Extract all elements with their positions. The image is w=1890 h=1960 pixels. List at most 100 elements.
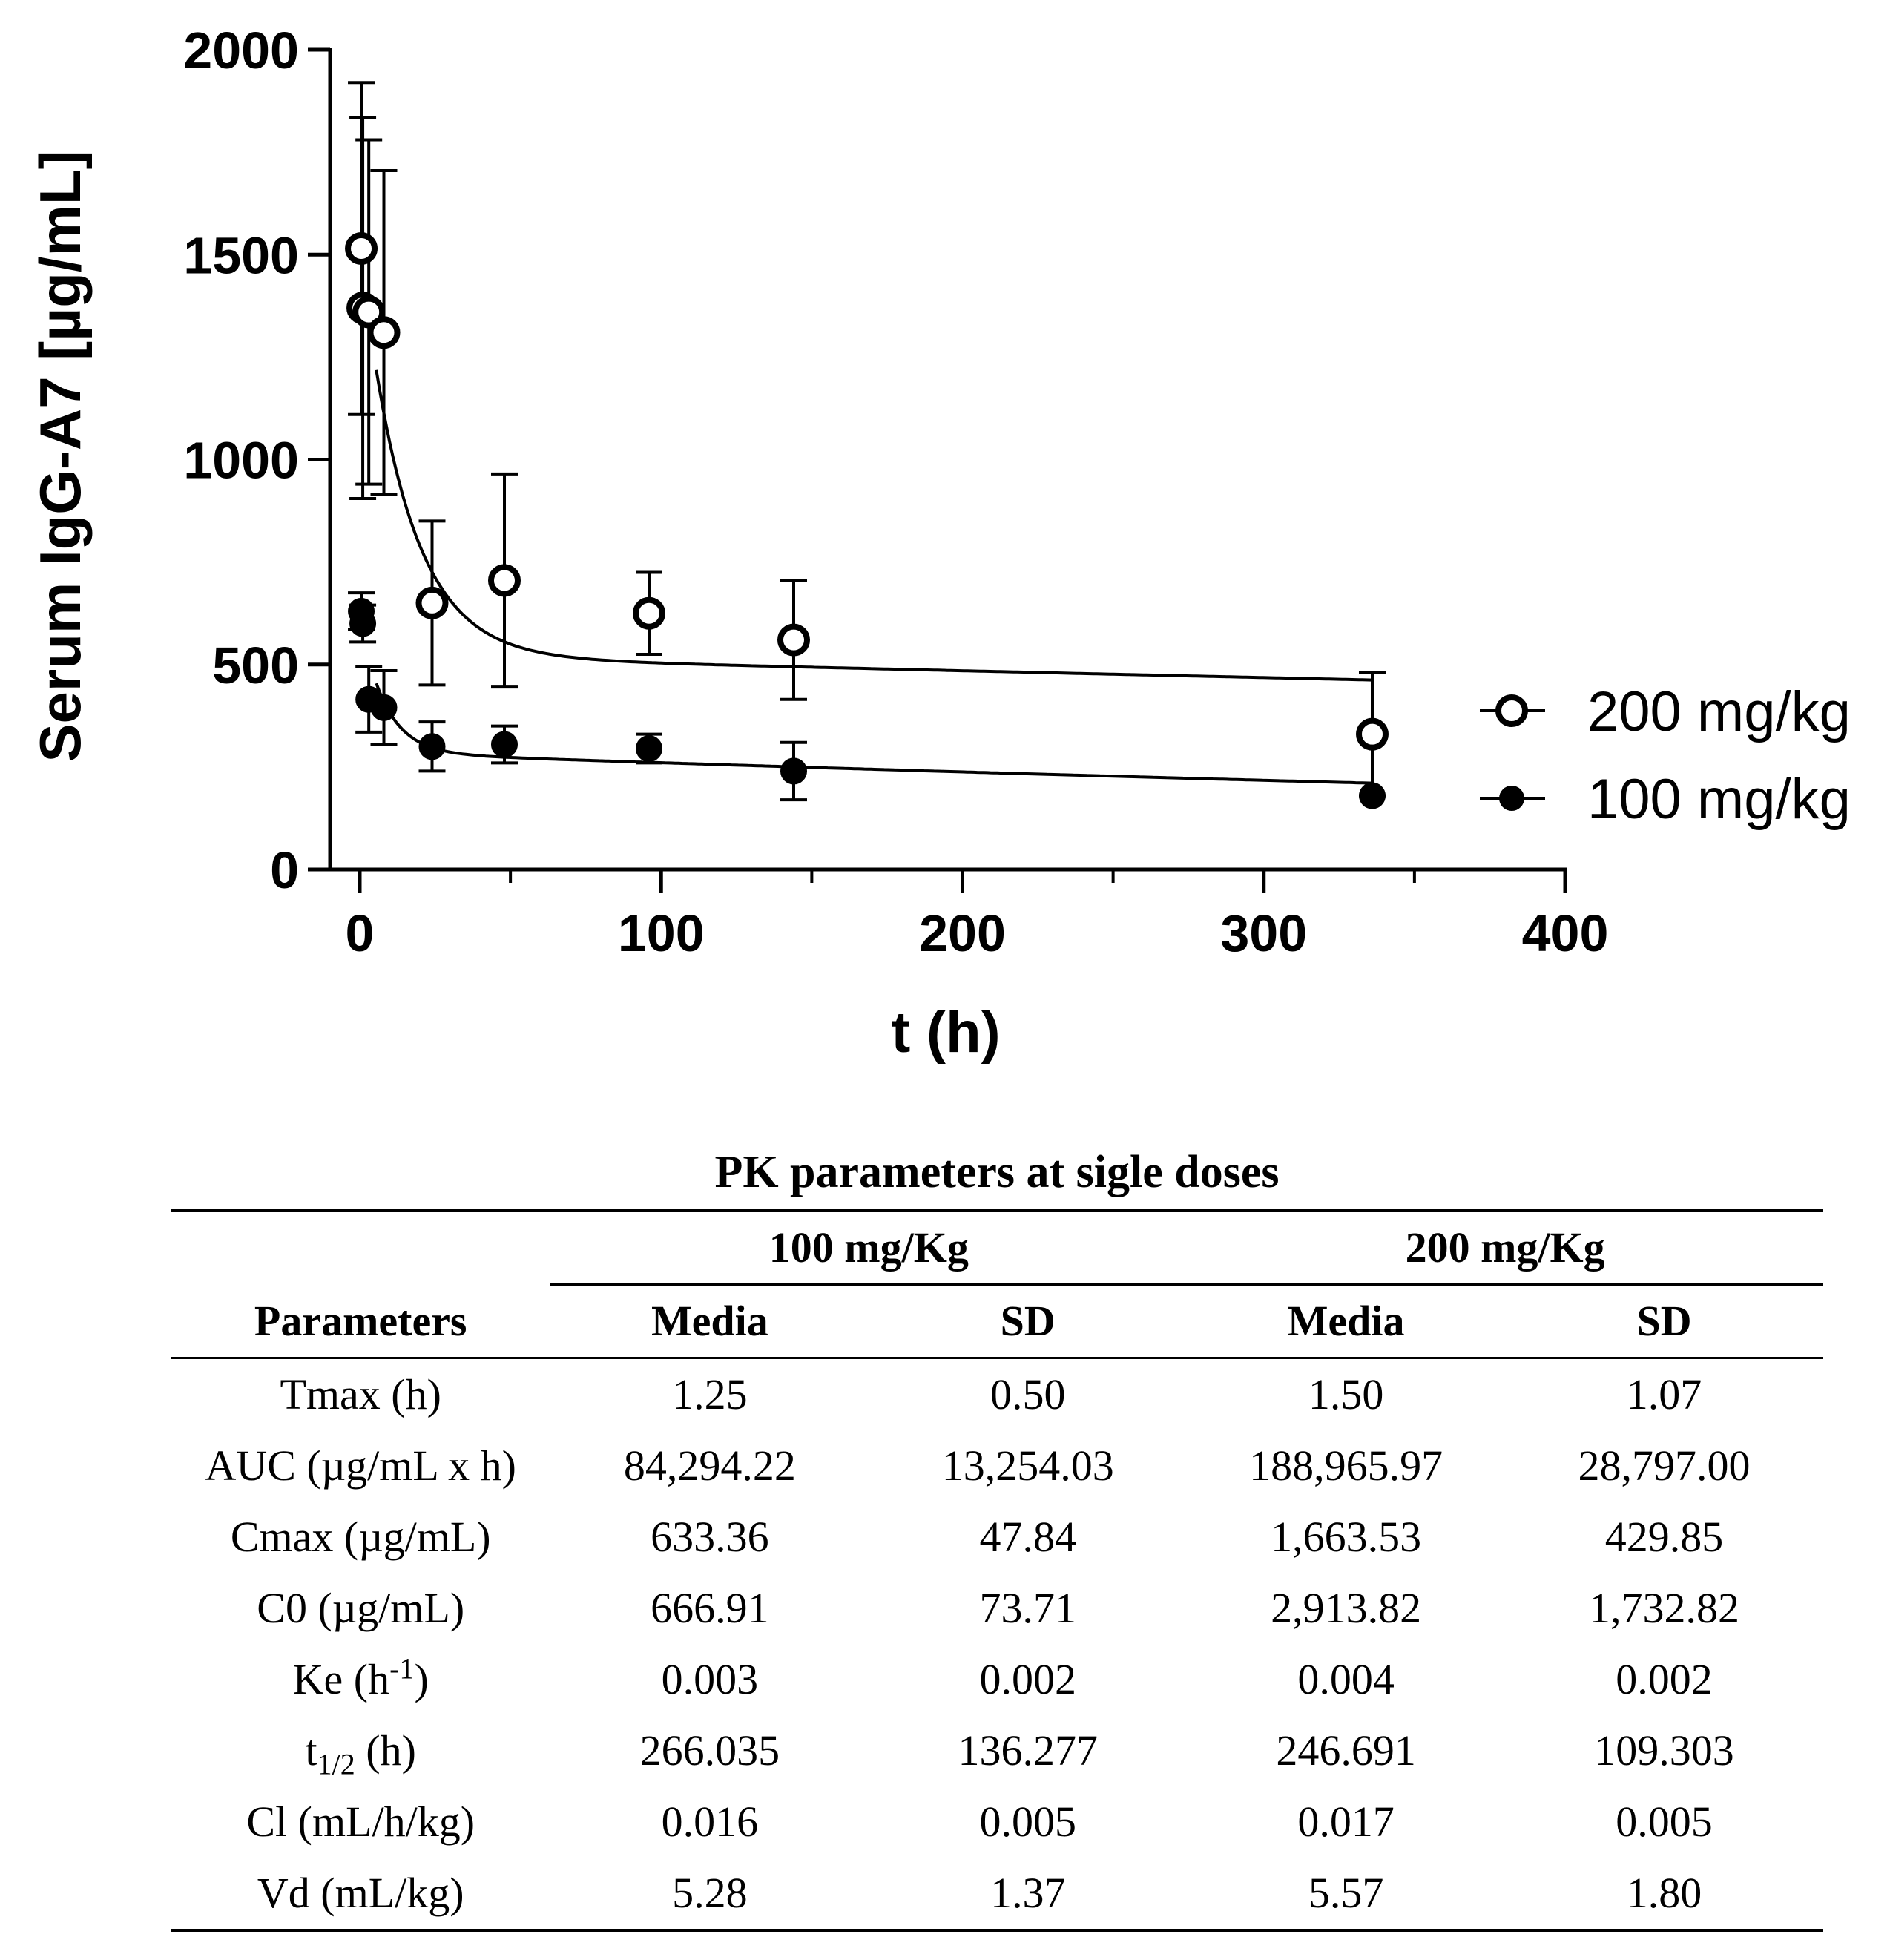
point-200mgkg <box>633 596 665 630</box>
y-tick-label: 500 <box>212 637 299 694</box>
group-header-row: 100 mg/Kg 200 mg/Kg <box>171 1209 1823 1286</box>
legend-label: 200 mg/kg <box>1587 680 1851 743</box>
y-tick-label: 1000 <box>183 432 299 490</box>
data-points <box>345 231 1389 809</box>
x-axis-title: t (h) <box>891 999 1000 1065</box>
value-cell: 73.71 <box>979 1584 1077 1633</box>
param-superscript: -1 <box>389 1651 415 1686</box>
value-cell: 1.25 <box>672 1370 748 1419</box>
error-bars <box>348 81 1386 802</box>
x-tick-label: 400 <box>1522 904 1609 962</box>
value-cell: 1.37 <box>869 1858 1188 1933</box>
point-200mgkg <box>488 564 521 597</box>
param-cell: Tmax (h) <box>280 1370 441 1419</box>
pk-parameters-table-section: PK parameters at sigle doses 100 mg/Kg 2… <box>171 1146 1823 1933</box>
col-header-media-100: Media <box>550 1284 869 1360</box>
point-200mgkg <box>777 623 810 657</box>
value-cell: 666.91 <box>651 1584 769 1633</box>
y-axis-title: Serum IgG-A7 [µg/mL] <box>27 151 93 763</box>
param-cell: C0 (µg/mL) <box>257 1584 465 1633</box>
y-tick-label: 0 <box>270 841 299 899</box>
table-title: PK parameters at sigle doses <box>714 1147 1280 1197</box>
param-base: Ke (h <box>292 1655 390 1704</box>
group-header-100: 100 mg/Kg <box>550 1209 1188 1286</box>
value-cell: 1.07 <box>1626 1370 1702 1419</box>
x-tick-label: 300 <box>1220 904 1307 962</box>
point-100mgkg <box>418 733 446 760</box>
empty-header-cell <box>171 1209 551 1285</box>
value-cell: 1.50 <box>1308 1370 1384 1419</box>
table-row: t1/2 (h) 266.035 136.277 246.691 109.303 <box>171 1715 1823 1786</box>
value-cell: 0.005 <box>1616 1798 1713 1846</box>
value-cell: 1,663.53 <box>1271 1513 1422 1562</box>
value-cell: 109.303 <box>1594 1726 1734 1775</box>
fit-curves <box>375 369 1373 785</box>
value-cell: 84,294.22 <box>623 1441 796 1490</box>
legend: 200 mg/kg 100 mg/kg <box>1480 680 1851 831</box>
x-tick-label: 200 <box>919 904 1006 962</box>
value-cell: 13,254.03 <box>941 1441 1114 1490</box>
param-cell: t1/2 (h) <box>171 1715 550 1786</box>
param-subscript: 1/2 <box>317 1747 355 1781</box>
value-cell: 429.85 <box>1604 1513 1724 1562</box>
fit-curve-200-mg-kg <box>375 369 1373 682</box>
param-cell: Ke (h-1) <box>171 1644 550 1715</box>
legend-label: 100 mg/kg <box>1587 768 1851 831</box>
table-row: AUC (µg/mL x h) 84,294.22 13,254.03 188,… <box>171 1430 1823 1502</box>
legend-marker-filled <box>1499 786 1524 811</box>
param-tail: ) <box>414 1655 429 1704</box>
point-100mgkg <box>491 731 518 758</box>
point-100mgkg <box>780 757 807 785</box>
value-cell: 1,732.82 <box>1589 1584 1740 1633</box>
table-row: Ke (h-1) 0.003 0.002 0.004 0.002 <box>171 1644 1823 1715</box>
value-cell: 5.28 <box>550 1858 869 1933</box>
col-header-sd-200: SD <box>1505 1284 1823 1360</box>
value-cell: 0.50 <box>990 1370 1066 1419</box>
group-header-200: 200 mg/Kg <box>1187 1209 1823 1286</box>
point-200mgkg <box>345 231 378 265</box>
fit-curve-100-mg-kg <box>375 683 1373 785</box>
value-cell: 136.277 <box>958 1726 1099 1775</box>
point-100mgkg <box>349 610 377 637</box>
y-tick-label: 1500 <box>183 226 299 284</box>
value-cell: 0.004 <box>1297 1655 1395 1704</box>
point-100mgkg <box>636 735 662 763</box>
point-200mgkg <box>367 316 401 349</box>
column-header-row: Parameters Media SD Media SD <box>171 1284 1823 1360</box>
axes: 0 500 1000 1500 2000 0 100 200 300 400 <box>183 22 1608 962</box>
value-cell: 0.002 <box>1616 1655 1713 1704</box>
value-cell: 0.003 <box>661 1655 759 1704</box>
param-cell: Vd (mL/kg) <box>171 1858 551 1933</box>
value-cell: 0.017 <box>1297 1798 1395 1846</box>
value-cell: 266.035 <box>639 1726 780 1775</box>
value-cell: 0.016 <box>661 1798 759 1846</box>
value-cell: 1.80 <box>1505 1858 1823 1933</box>
y-tick-label: 2000 <box>183 22 299 79</box>
table-row: Cl (mL/h/kg) 0.016 0.005 0.017 0.005 <box>171 1786 1823 1858</box>
param-base: t <box>305 1726 317 1775</box>
pk-parameters-table: 100 mg/Kg 200 mg/Kg Parameters Media SD … <box>171 1209 1823 1933</box>
value-cell: 2,913.82 <box>1271 1584 1422 1633</box>
value-cell: 47.84 <box>979 1513 1077 1562</box>
param-cell: AUC (µg/mL x h) <box>205 1441 516 1490</box>
value-cell: 246.691 <box>1276 1726 1416 1775</box>
point-200mgkg <box>1356 717 1389 751</box>
point-100mgkg <box>1359 782 1386 809</box>
table-row: C0 (µg/mL) 666.91 73.71 2,913.82 1,732.8… <box>171 1573 1823 1644</box>
table-row: Vd (mL/kg) 5.28 1.37 5.57 1.80 <box>171 1858 1823 1933</box>
value-cell: 188,965.97 <box>1249 1441 1443 1490</box>
value-cell: 0.002 <box>979 1655 1077 1704</box>
x-tick-label: 0 <box>346 904 375 962</box>
value-cell: 0.005 <box>979 1798 1077 1846</box>
table-row: Cmax (µg/mL) 633.36 47.84 1,663.53 429.8… <box>171 1502 1823 1573</box>
value-cell: 28,797.00 <box>1578 1441 1751 1490</box>
table-row: Tmax (h) 1.25 0.50 1.50 1.07 <box>171 1358 1823 1431</box>
legend-marker-open <box>1495 694 1528 727</box>
param-tail: (h) <box>355 1726 416 1775</box>
col-header-media-200: Media <box>1187 1284 1506 1360</box>
param-cell: Cl (mL/h/kg) <box>246 1798 475 1846</box>
col-header-parameters: Parameters <box>171 1284 551 1360</box>
x-tick-label: 100 <box>618 904 705 962</box>
value-cell: 5.57 <box>1187 1858 1506 1933</box>
point-100mgkg <box>370 694 398 721</box>
